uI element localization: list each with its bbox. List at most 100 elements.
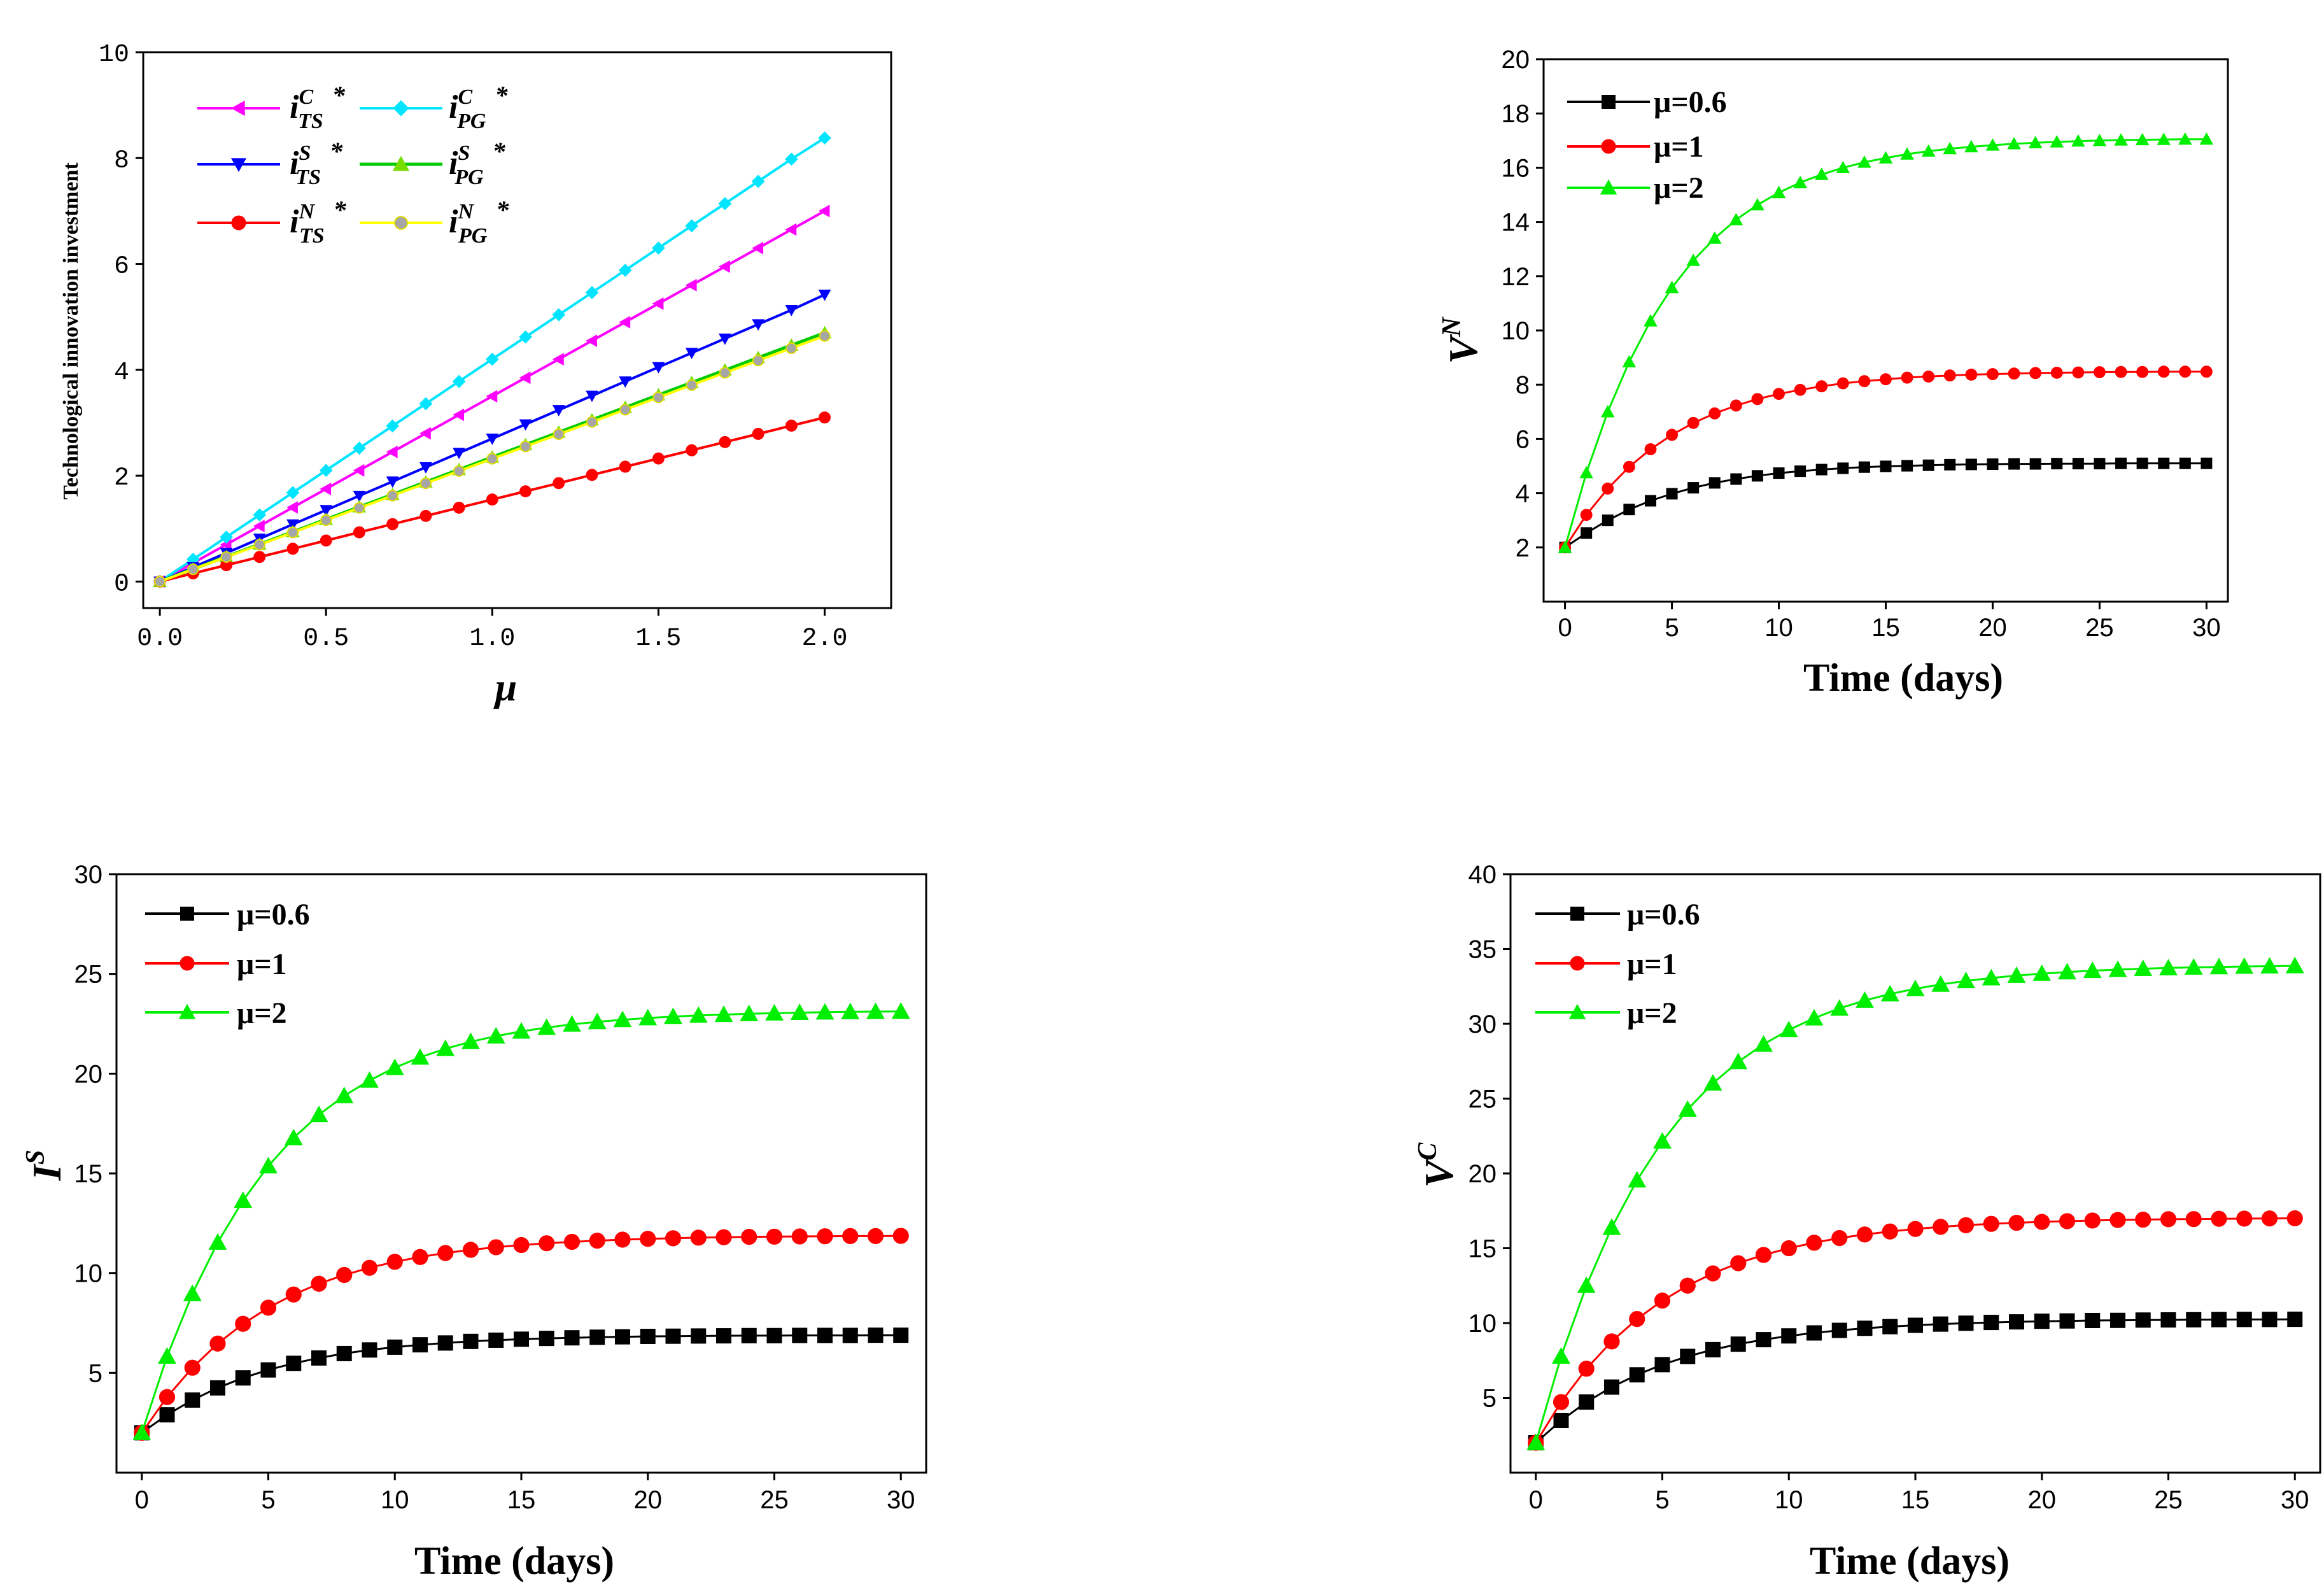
data-point xyxy=(185,1392,201,1408)
x-tick-label: 20 xyxy=(1978,614,2007,642)
data-point xyxy=(1900,147,1914,160)
data-point xyxy=(2050,367,2063,379)
data-point xyxy=(652,297,664,310)
data-point xyxy=(1686,253,1700,266)
data-point xyxy=(2093,366,2106,379)
data-point xyxy=(2184,958,2203,975)
data-point xyxy=(412,1249,428,1265)
data-point xyxy=(2084,1212,2101,1229)
data-point xyxy=(386,490,398,502)
legend-entry: μ=1 xyxy=(1535,947,1677,981)
data-point xyxy=(714,1005,733,1023)
data-point xyxy=(1921,144,1936,157)
data-point xyxy=(1601,139,1616,154)
data-point xyxy=(1570,956,1585,971)
y-tick-label: 20 xyxy=(1502,46,1530,74)
data-point xyxy=(385,1058,404,1075)
data-point xyxy=(589,1329,605,1345)
data-point xyxy=(1882,1319,1898,1335)
data-point xyxy=(209,1335,226,1352)
data-point xyxy=(208,1233,227,1250)
data-point xyxy=(752,355,764,367)
data-point xyxy=(819,330,831,342)
legend-entry: iN PG* xyxy=(360,195,509,248)
data-point xyxy=(1773,388,1785,400)
data-point xyxy=(1653,1132,1672,1149)
series-2 xyxy=(132,1002,910,1440)
data-point xyxy=(453,465,465,477)
data-point xyxy=(1602,482,1614,495)
data-point xyxy=(361,1259,378,1276)
data-point xyxy=(486,390,498,403)
data-point xyxy=(1604,1379,1619,1395)
data-point xyxy=(393,100,409,117)
data-point xyxy=(1830,999,1849,1016)
data-point xyxy=(220,530,233,544)
data-point xyxy=(790,1003,809,1020)
data-point xyxy=(563,1015,581,1032)
data-point xyxy=(285,1286,302,1303)
data-point xyxy=(412,1337,428,1353)
data-point xyxy=(1794,383,1806,396)
data-point xyxy=(1729,213,1743,225)
data-point xyxy=(1806,1235,1822,1251)
data-point xyxy=(740,1004,759,1021)
data-point xyxy=(1730,473,1742,485)
data-point xyxy=(2059,1313,2075,1329)
data-point xyxy=(184,1359,201,1376)
legend-entry: μ=0.6 xyxy=(145,898,310,931)
data-point xyxy=(563,1233,581,1250)
data-point xyxy=(2186,1312,2202,1328)
data-point xyxy=(486,493,498,506)
data-point xyxy=(1644,443,1657,456)
data-point xyxy=(1773,467,1785,479)
legend-marker xyxy=(1600,179,1617,195)
data-point xyxy=(638,1009,658,1026)
series-0 xyxy=(134,1328,909,1441)
data-point xyxy=(320,534,332,547)
data-point xyxy=(1623,460,1635,473)
data-point xyxy=(486,1027,505,1044)
data-point xyxy=(1794,465,1806,478)
legend-label: iS TS* xyxy=(290,137,343,189)
data-point xyxy=(2072,366,2085,379)
data-point xyxy=(1729,399,1742,412)
data-point xyxy=(2034,1214,2050,1230)
x-tick-label: 30 xyxy=(2281,1486,2309,1514)
legend-marker xyxy=(178,1003,196,1019)
data-point xyxy=(892,1228,909,1244)
data-point xyxy=(752,241,764,255)
data-point xyxy=(1815,380,1828,393)
data-point xyxy=(1600,405,1615,418)
data-point xyxy=(132,1423,151,1440)
data-point xyxy=(187,563,199,576)
data-point xyxy=(752,319,765,331)
data-point xyxy=(231,215,246,230)
data-point xyxy=(652,391,665,404)
data-point xyxy=(1987,368,1999,381)
data-point xyxy=(353,441,366,455)
panel-a-investment-chart: 0.0 0.5 1.0 1.5 2.0 0 2 4 6 8 10 iC TS* iC PG* iS TS* xyxy=(59,41,892,709)
data-point xyxy=(519,485,532,498)
x-tick-label: 1.0 xyxy=(469,625,515,653)
legend-label: μ=2 xyxy=(237,996,287,1030)
series-1 xyxy=(1559,365,2213,554)
data-point xyxy=(1687,482,1700,494)
legend-entry: μ=2 xyxy=(1535,996,1677,1030)
data-point xyxy=(2034,1313,2050,1329)
data-point xyxy=(353,464,365,477)
data-point xyxy=(866,1002,885,1019)
data-point xyxy=(818,289,831,301)
data-point xyxy=(158,1347,176,1364)
data-point xyxy=(1857,1320,1873,1336)
y-tick-label: 6 xyxy=(114,253,129,281)
data-point xyxy=(2262,1312,2278,1328)
data-point xyxy=(1751,470,1763,482)
legend-label: μ=0.6 xyxy=(1654,85,1727,119)
data-point xyxy=(685,348,698,360)
data-point xyxy=(386,476,399,488)
data-point xyxy=(893,1328,909,1343)
legend-marker xyxy=(230,100,245,117)
x-tick-label: 30 xyxy=(2192,614,2221,642)
